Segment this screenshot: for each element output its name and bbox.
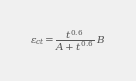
Text: $\varepsilon_{ct} = \dfrac{t^{0.6}}{A + t^{0.6}}\ B$: $\varepsilon_{ct} = \dfrac{t^{0.6}}{A + … [30,28,106,53]
